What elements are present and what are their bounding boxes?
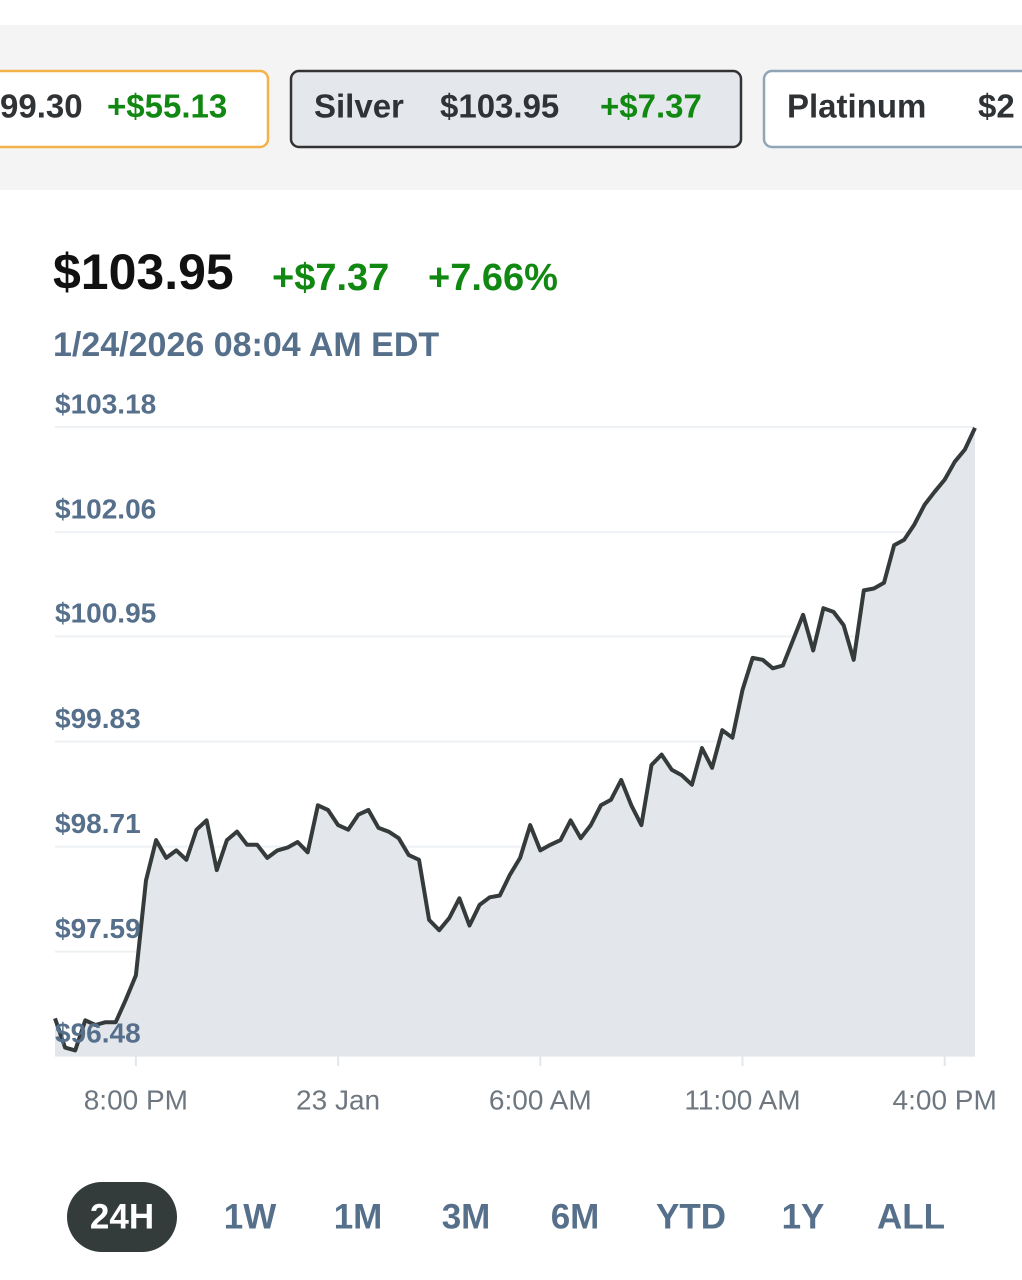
tab-price: $2 (978, 88, 1015, 125)
x-tick-label: 6:00 AM (489, 1084, 592, 1115)
tab-change: +$55.13 (107, 88, 227, 125)
range-selector: 24H 1W 1M 3M 6M YTD 1Y ALL (67, 1182, 945, 1252)
x-tick-label: 23 Jan (296, 1084, 380, 1115)
y-tick-label: $102.06 (55, 494, 156, 525)
quote-price: $103.95 (53, 244, 234, 300)
platinum-tab[interactable] (762, 69, 1022, 149)
tab-price: 99.30 (0, 88, 83, 125)
y-tick-label: $103.18 (55, 388, 156, 419)
y-tick-label: $97.59 (55, 913, 141, 944)
chart: $103.18 $102.06 $100.95 $99.83 $98.71 $97.59 $… (53, 388, 997, 1115)
y-tick-label: $100.95 (55, 598, 156, 629)
range-option[interactable]: 6M (551, 1197, 600, 1236)
range-option[interactable]: 24H (90, 1197, 154, 1236)
gold-tab[interactable] (0, 69, 270, 149)
tab-price: $103.95 (440, 88, 559, 125)
range-option[interactable]: 1W (224, 1197, 277, 1236)
range-option[interactable]: 1M (334, 1197, 383, 1236)
x-tick-label: 8:00 PM (84, 1084, 188, 1115)
y-tick-label: $96.48 (55, 1017, 141, 1048)
range-option[interactable]: ALL (877, 1197, 945, 1236)
range-option[interactable]: YTD (656, 1197, 726, 1236)
range-active[interactable] (67, 1182, 177, 1252)
x-tick-label: 4:00 PM (893, 1084, 997, 1115)
quote-percent: +7.66% (428, 257, 558, 299)
y-tick-label: $98.71 (55, 808, 141, 839)
quote-timestamp: 1/24/2026 08:04 AM EDT (53, 326, 439, 364)
area (55, 427, 975, 1056)
tab-name: Platinum (787, 88, 926, 125)
tab-name: Silver (314, 88, 404, 125)
x-tick-label: 11:00 AM (684, 1084, 800, 1115)
range-option[interactable]: 3M (442, 1197, 491, 1236)
quote-change: +$7.37 (272, 257, 389, 299)
price-line (53, 427, 977, 1053)
tab-change: +$7.37 (600, 88, 702, 125)
y-tick-label: $99.83 (55, 703, 141, 734)
silver-tab[interactable] (289, 69, 743, 149)
range-option[interactable]: 1Y (782, 1197, 825, 1236)
